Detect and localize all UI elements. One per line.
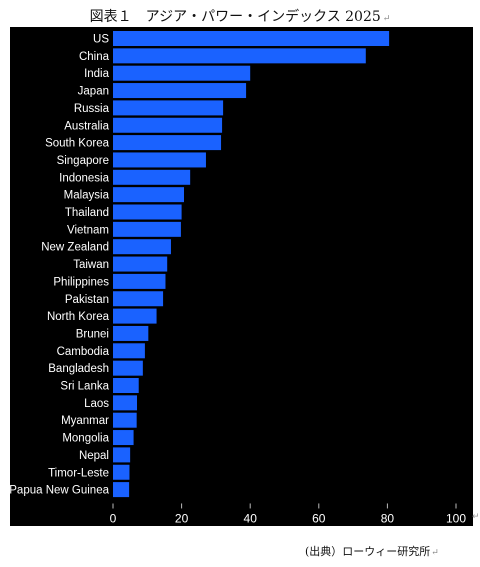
category-label: Vietnam — [67, 224, 109, 236]
category-label: Japan — [78, 86, 109, 98]
bar — [113, 378, 139, 393]
bar — [113, 273, 166, 289]
category-label: Russia — [74, 103, 110, 115]
bar — [113, 291, 164, 307]
x-tick-label: 60 — [312, 511, 326, 525]
bar — [113, 430, 134, 446]
x-tick-label: 20 — [175, 511, 189, 525]
x-tick-label: 0 — [110, 511, 117, 525]
bar — [113, 343, 145, 359]
bar — [113, 31, 390, 46]
category-label: South Korea — [45, 138, 110, 150]
bar — [113, 221, 181, 237]
bar — [113, 360, 143, 376]
bar — [113, 204, 182, 220]
category-label: Malaysia — [64, 190, 110, 202]
bar — [113, 135, 222, 151]
source-text: (出典）ローウィー研究所 — [305, 545, 431, 558]
category-label: Timor-Leste — [48, 467, 109, 479]
bar — [113, 100, 224, 116]
x-tick-label: 80 — [381, 511, 395, 525]
category-label: China — [79, 51, 110, 63]
bar-chart: US China India Japan Russia Australia South Ko… — [10, 27, 473, 526]
category-label: Mongolia — [62, 433, 109, 445]
bar — [113, 464, 130, 480]
return-mark-icon: ↵ — [431, 548, 439, 558]
category-label: Philippines — [53, 276, 109, 288]
category-label: Indonesia — [59, 172, 109, 184]
bar — [113, 482, 130, 498]
bar — [113, 256, 168, 272]
x-tick-label: 100 — [446, 511, 466, 525]
bar — [113, 65, 251, 81]
category-label: Papua New Guinea — [10, 485, 110, 497]
category-label: US — [93, 34, 109, 46]
bar — [113, 447, 131, 463]
category-label: New Zealand — [41, 242, 109, 254]
source-note: (出典）ローウィー研究所↵ — [305, 543, 439, 559]
category-label: Cambodia — [57, 346, 110, 358]
bar — [113, 239, 171, 255]
category-label: Myanmar — [61, 415, 109, 427]
figure-title: 図表１ アジア・パワー・インデックス 2025 ↵ — [0, 6, 480, 26]
bar — [113, 325, 149, 341]
bar — [113, 48, 366, 64]
return-mark-icon: ↵ — [472, 512, 480, 522]
category-label: Bangladesh — [48, 363, 109, 375]
category-label: Sri Lanka — [60, 381, 109, 393]
figure-title-text: 図表１ アジア・パワー・インデックス 2025 — [89, 9, 381, 25]
bar — [113, 169, 191, 185]
category-label: Pakistan — [65, 294, 109, 306]
bar — [113, 412, 137, 428]
category-label: Laos — [84, 398, 109, 410]
bar — [113, 117, 223, 133]
x-tick-label: 40 — [244, 511, 258, 525]
category-label: Singapore — [57, 155, 109, 167]
category-label: Nepal — [79, 450, 109, 462]
bar — [113, 395, 138, 411]
category-label: North Korea — [47, 311, 110, 323]
bar-chart-svg: US China India Japan Russia Australia South Ko… — [10, 31, 466, 525]
category-label: Australia — [64, 120, 109, 132]
category-label: Thailand — [65, 207, 109, 219]
return-mark-icon: ↵ — [382, 14, 391, 24]
bar — [113, 83, 247, 99]
bar — [113, 187, 185, 203]
category-label: Taiwan — [73, 259, 109, 271]
category-label: India — [84, 68, 110, 80]
category-label: Brunei — [76, 328, 109, 340]
bar — [113, 308, 157, 324]
bar — [113, 152, 206, 168]
